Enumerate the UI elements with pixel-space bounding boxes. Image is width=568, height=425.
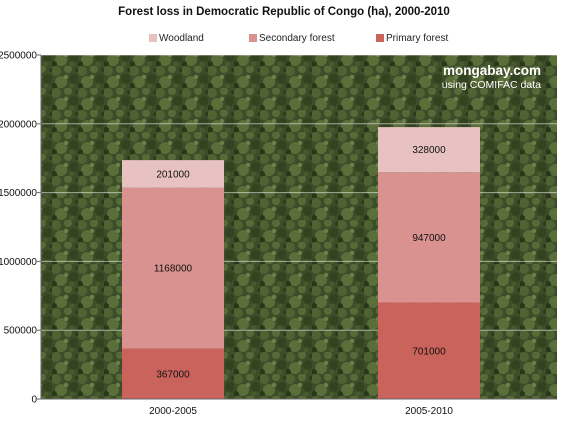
watermark-site: mongabay.com bbox=[443, 63, 541, 78]
data-label-primary-forest: 367000 bbox=[156, 369, 190, 380]
bar-segment-woodland bbox=[122, 160, 224, 188]
bar-segment-secondary-forest bbox=[122, 187, 224, 349]
legend-item-woodland: Woodland bbox=[149, 33, 204, 44]
legend-label-woodland: Woodland bbox=[159, 33, 204, 44]
legend: Woodland Secondary forest Primary forest bbox=[149, 33, 448, 44]
legend-swatch-primary-forest bbox=[376, 34, 384, 42]
y-tick-label: 2000000 bbox=[0, 119, 37, 130]
data-label-woodland: 328000 bbox=[412, 145, 446, 156]
y-tick-label: 0 bbox=[31, 395, 37, 406]
data-label-secondary-forest: 1168000 bbox=[154, 264, 193, 275]
bar-segment-primary-forest bbox=[378, 302, 480, 399]
x-axis-categories: 2000-2005 2005-2010 bbox=[149, 406, 453, 417]
watermark: mongabay.com using COMIFAC data bbox=[442, 63, 541, 91]
chart-title: Forest loss in Democratic Republic of Co… bbox=[118, 6, 450, 18]
legend-swatch-woodland bbox=[149, 34, 157, 42]
data-label-primary-forest: 701000 bbox=[412, 346, 446, 357]
x-category-label: 2005-2010 bbox=[405, 406, 453, 417]
legend-label-secondary-forest: Secondary forest bbox=[259, 33, 335, 44]
bar-segment-secondary-forest bbox=[378, 172, 480, 303]
y-tick-label: 1500000 bbox=[0, 188, 37, 199]
legend-swatch-secondary-forest bbox=[249, 34, 257, 42]
bars: 367000 1168000 201000 701000 947000 328000 bbox=[122, 127, 480, 399]
y-tick-label: 500000 bbox=[4, 326, 38, 337]
bar-segment-woodland bbox=[378, 127, 480, 173]
data-label-woodland: 201000 bbox=[156, 169, 190, 180]
legend-item-secondary-forest: Secondary forest bbox=[249, 33, 335, 44]
x-category-label: 2000-2005 bbox=[149, 406, 197, 417]
bar-segment-primary-forest bbox=[122, 348, 224, 399]
y-tick-label: 1000000 bbox=[0, 257, 37, 268]
data-label-secondary-forest: 947000 bbox=[412, 233, 446, 244]
legend-item-primary-forest: Primary forest bbox=[376, 33, 448, 44]
y-tick-label: 2500000 bbox=[0, 51, 37, 62]
legend-label-primary-forest: Primary forest bbox=[386, 33, 448, 44]
y-axis-ticks: 0 500000 1000000 1500000 2000000 2500000 bbox=[0, 51, 41, 406]
watermark-source: using COMIFAC data bbox=[442, 79, 541, 91]
